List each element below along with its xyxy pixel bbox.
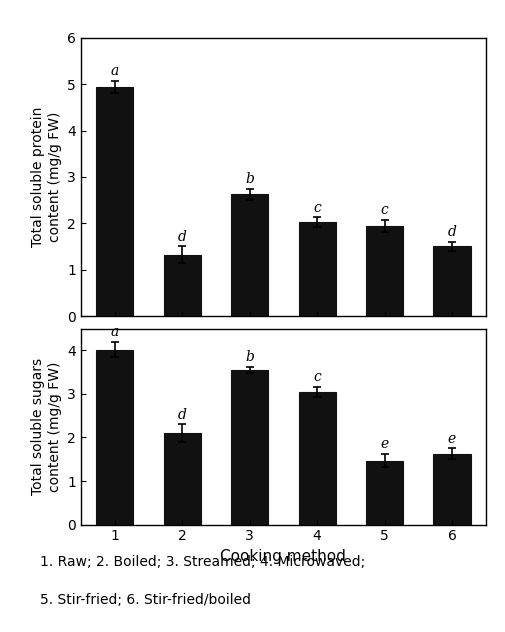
Text: b: b — [245, 172, 254, 186]
Text: c: c — [380, 204, 388, 217]
Bar — [433, 246, 470, 316]
Text: b: b — [245, 350, 254, 364]
Text: c: c — [313, 370, 320, 384]
Text: 1. Raw; 2. Boiled; 3. Streamed; 4. Microwaved;: 1. Raw; 2. Boiled; 3. Streamed; 4. Micro… — [40, 555, 365, 569]
Y-axis label: Total soluble sugars
content (mg/g FW): Total soluble sugars content (mg/g FW) — [31, 358, 62, 495]
Text: d: d — [177, 229, 186, 244]
Text: a: a — [111, 64, 119, 78]
Bar — [433, 454, 470, 525]
Bar — [231, 370, 268, 525]
Text: d: d — [447, 225, 456, 239]
Bar — [163, 433, 200, 525]
Text: a: a — [111, 325, 119, 339]
Bar — [298, 392, 335, 525]
Bar — [231, 194, 268, 316]
Text: e: e — [380, 437, 388, 451]
Bar — [163, 255, 200, 316]
Bar — [365, 461, 402, 525]
X-axis label: Cooking method: Cooking method — [220, 549, 345, 564]
Bar — [96, 87, 133, 316]
Bar — [96, 349, 133, 525]
Text: d: d — [177, 408, 186, 422]
Bar — [298, 222, 335, 316]
Text: 5. Stir-fried; 6. Stir-fried/boiled: 5. Stir-fried; 6. Stir-fried/boiled — [40, 593, 251, 607]
Bar — [365, 226, 402, 316]
Y-axis label: Total soluble protein
content (mg/g FW): Total soluble protein content (mg/g FW) — [31, 107, 62, 247]
Text: e: e — [447, 432, 455, 446]
Text: c: c — [313, 200, 320, 214]
